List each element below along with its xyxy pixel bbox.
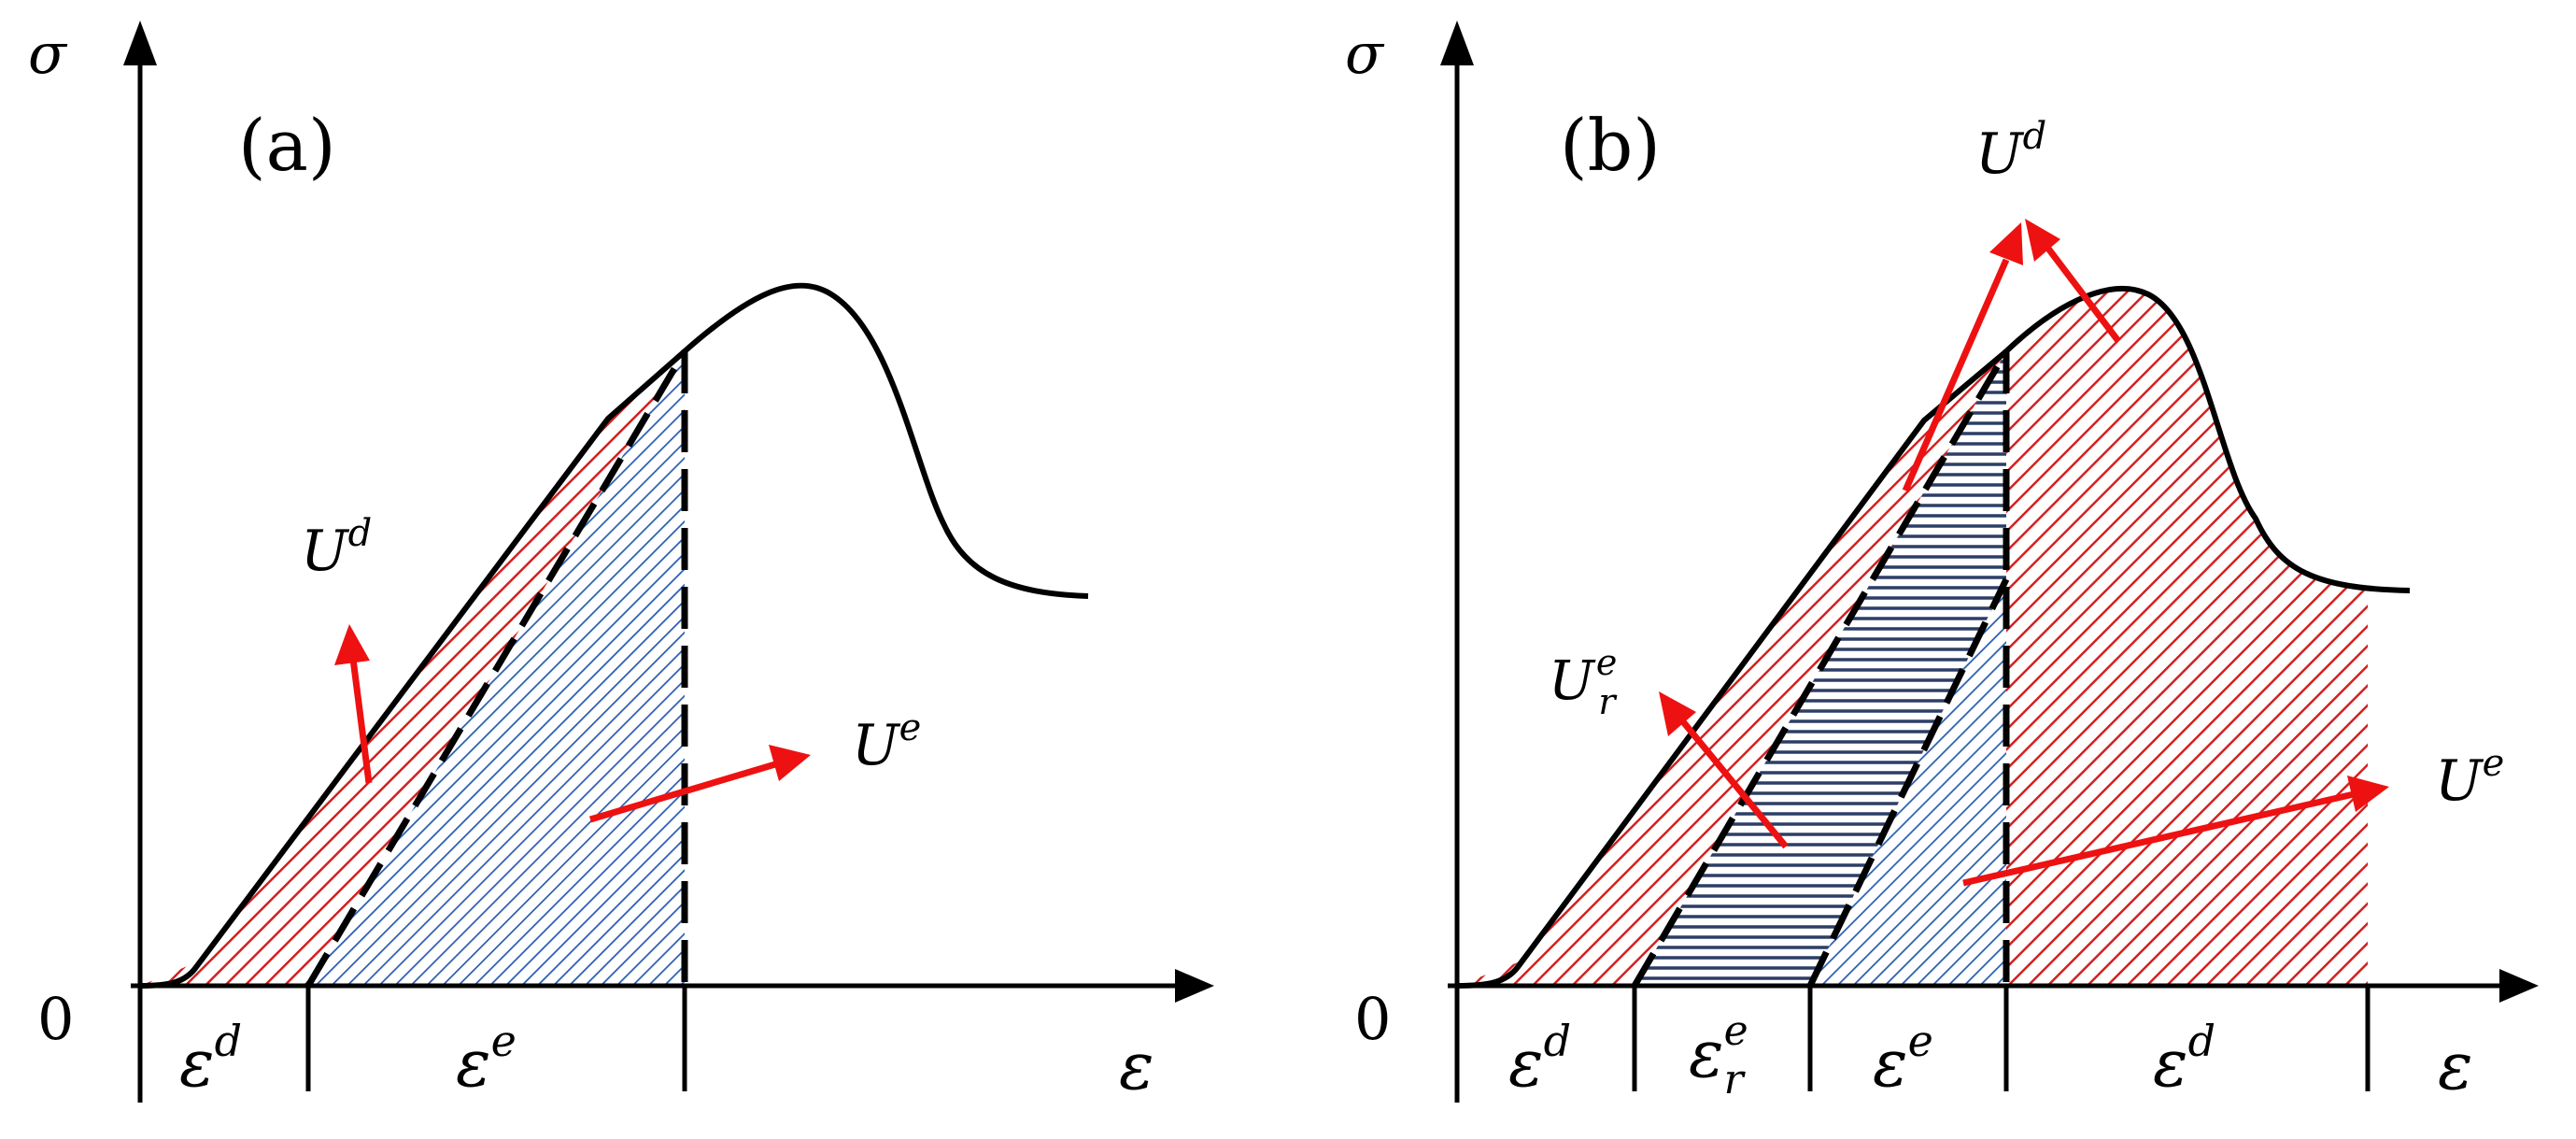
stress-strain-curve-a: [139, 282, 1089, 989]
x-axis-label-b: ε: [2438, 1028, 2473, 1104]
label-elastic-energy-b: Ue: [2435, 742, 2504, 814]
arrow-elastic-a: [589, 745, 811, 823]
stress-strain-curve-b: [1456, 286, 2411, 989]
label-dissipated-energy-a: Ud: [301, 512, 372, 584]
arrow-dissipated-b-2: [2025, 219, 2121, 344]
dissipated-energy-area-b-right: [2006, 289, 2368, 986]
y-axis-label-a: σ: [28, 21, 68, 87]
strain-label-a-2: εe: [456, 1016, 517, 1102]
y-axis-arrowhead-b: [1440, 21, 1474, 65]
arrow-dissipated-a: [334, 624, 373, 784]
unloading-dashed-line-a: [304, 349, 688, 988]
arrow-elastic-b: [1962, 776, 2389, 887]
origin-label-b: 0: [1354, 985, 1391, 1053]
panel-b: σ 0 ε (b) Ud Ue r Ue εd εe r εe εd: [1345, 21, 2539, 1104]
label-released-energy-b: Ue r: [1549, 642, 1618, 722]
strain-label-b-1: εd: [1508, 1016, 1571, 1102]
x-axis-label-a: ε: [1119, 1028, 1154, 1104]
unloading-dashed-line-b-2: [1806, 577, 2010, 988]
panel-tag-a: (a): [238, 104, 336, 187]
label-dissipated-energy-b: Ud: [1975, 115, 2046, 187]
strain-label-b-4: εd: [2153, 1016, 2215, 1102]
panel-tag-b: (b): [1560, 104, 1661, 187]
dissipated-energy-area-a: [140, 351, 685, 986]
y-axis-label-b: σ: [1345, 21, 1385, 87]
panel-a: σ 0 ε (a) Ud Ue εd εe: [28, 21, 1214, 1104]
x-axis-arrowhead-b: [2499, 969, 2539, 1003]
strain-label-b-3: εe: [1873, 1016, 1933, 1102]
x-axis-arrowhead-a: [1175, 969, 1214, 1003]
arrow-dissipated-b-1: [1902, 222, 2023, 492]
strain-label-b-2: εe r: [1689, 1007, 1748, 1103]
y-axis-arrowhead-a: [123, 21, 157, 65]
unloading-dashed-line-b-1: [1631, 349, 2010, 988]
label-elastic-energy-a: Ue: [852, 706, 921, 778]
origin-label-a: 0: [37, 985, 74, 1053]
dissipated-energy-area-b-left: [1457, 351, 2006, 986]
arrow-released-b: [1659, 691, 1789, 849]
strain-label-a-1: εd: [179, 1016, 242, 1102]
